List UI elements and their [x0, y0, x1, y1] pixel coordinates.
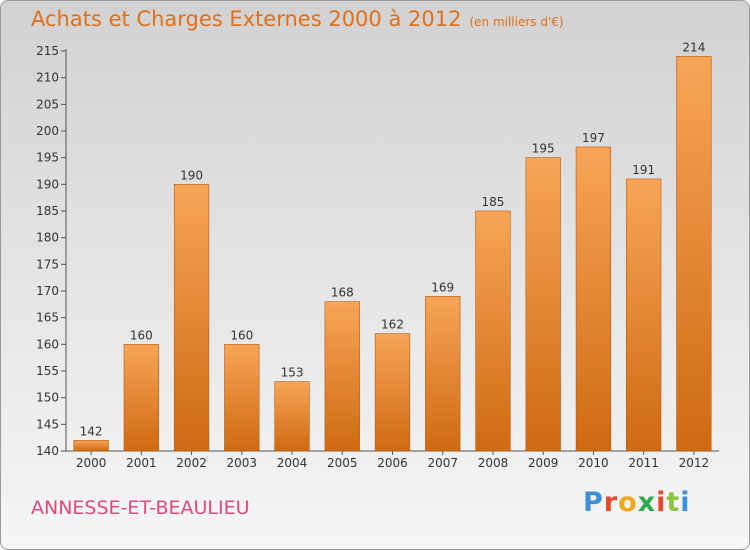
- x-tick-label: 2004: [277, 456, 308, 470]
- y-tick-label: 165: [36, 311, 59, 325]
- bar-value-label: 153: [281, 366, 304, 380]
- bar-2002: [173, 184, 210, 452]
- bar-value-label: 162: [381, 318, 404, 332]
- bar-value-label: 142: [80, 424, 103, 438]
- logo-letter: i: [680, 487, 691, 518]
- y-tick-label: 145: [36, 417, 59, 431]
- chart-unit-label: (en milliers d'€): [469, 15, 564, 29]
- bar-2003: [224, 344, 260, 452]
- bar-2004: [274, 381, 310, 452]
- bar-2000: [73, 440, 109, 452]
- x-tick-label: 2009: [528, 456, 559, 470]
- x-tick-label: 2006: [377, 456, 408, 470]
- chart-bars: 142 160 190 160 153 168 162 169 185 195 197 191 214: [73, 40, 712, 452]
- bar-2012: [676, 56, 712, 452]
- bar-value-label: 190: [180, 168, 203, 182]
- x-tick-label: 2011: [628, 456, 659, 470]
- bar-value-label: 168: [331, 286, 354, 300]
- logo-letter: r: [603, 487, 619, 518]
- bar-2009: [525, 157, 561, 452]
- y-tick-label: 140: [36, 444, 59, 458]
- x-tick-label: 2010: [578, 456, 609, 470]
- y-tick-label: 195: [36, 151, 59, 165]
- chart-title: Achats et Charges Externes 2000 à 2012 (e…: [31, 7, 564, 31]
- y-tick-label: 180: [36, 231, 59, 245]
- logo-letter: x: [637, 487, 657, 518]
- bar-value-label: 169: [431, 280, 454, 294]
- bar-2006: [374, 333, 411, 452]
- x-tick-label: 2002: [176, 456, 207, 470]
- y-tick-label: 215: [36, 44, 59, 58]
- y-tick-label: 200: [36, 124, 59, 138]
- y-tick-label: 170: [36, 284, 59, 298]
- bar-2011: [626, 178, 662, 452]
- y-tick-label: 155: [36, 364, 59, 378]
- x-tick-label: 2001: [126, 456, 157, 470]
- bar-value-label: 160: [230, 328, 253, 342]
- x-tick-label: 2003: [227, 456, 258, 470]
- y-tick-label: 185: [36, 204, 59, 218]
- bar-value-label: 191: [632, 163, 655, 177]
- x-tick-label: 2007: [427, 456, 458, 470]
- logo-letter: P: [583, 487, 604, 518]
- bar-value-label: 160: [130, 328, 153, 342]
- chart-axes: 1401451501551601651701751801851901952002…: [36, 44, 719, 470]
- x-tick-label: 2008: [478, 456, 509, 470]
- x-tick-label: 2005: [327, 456, 358, 470]
- bar-value-label: 185: [482, 195, 505, 209]
- bar-value-label: 195: [532, 142, 555, 156]
- chart-title-text: Achats et Charges Externes 2000 à 2012: [31, 7, 462, 31]
- commune-name: ANNESSE-ET-BEAULIEU: [31, 497, 250, 519]
- proxiti-logo: Proxiti: [583, 487, 691, 518]
- y-tick-label: 175: [36, 257, 59, 271]
- y-tick-label: 160: [36, 337, 59, 351]
- logo-letter: i: [656, 487, 667, 518]
- bar-2010: [575, 146, 612, 452]
- bar-2005: [324, 301, 360, 452]
- y-tick-label: 150: [36, 391, 59, 405]
- bar-2001: [123, 344, 159, 452]
- x-tick-label: 2000: [76, 456, 107, 470]
- bar-value-label: 214: [682, 40, 705, 54]
- logo-letter: t: [666, 487, 681, 518]
- y-tick-label: 205: [36, 97, 59, 111]
- x-tick-label: 2012: [679, 456, 710, 470]
- bar-value-label: 197: [582, 131, 605, 145]
- bar-2007: [425, 296, 461, 452]
- bar-2008: [475, 210, 511, 452]
- logo-letter: o: [618, 487, 638, 518]
- y-tick-label: 210: [36, 71, 59, 85]
- y-tick-label: 190: [36, 177, 59, 191]
